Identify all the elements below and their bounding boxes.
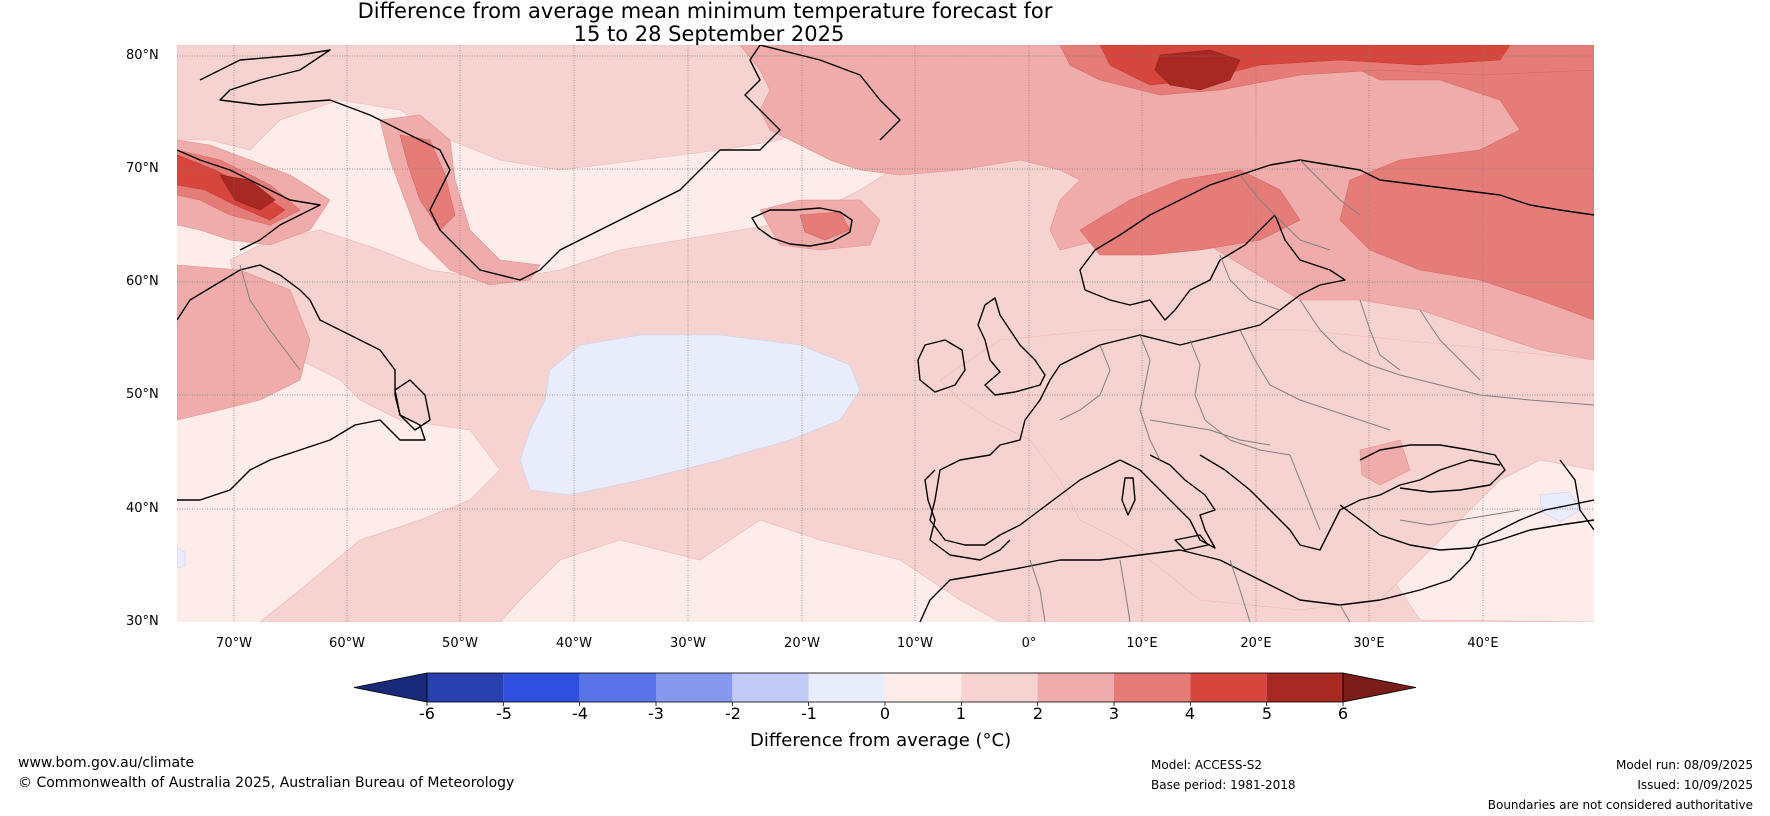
greenland-coast	[199, 45, 781, 281]
title-line-2: 15 to 28 September 2025	[573, 22, 845, 46]
iberia-coast	[924, 469, 1011, 561]
colorbar-swatch	[503, 673, 580, 702]
lon-label-0: 0°	[1021, 636, 1037, 651]
lon-label-70w: 70°W	[216, 636, 252, 651]
scandinavia-south-coast	[1084, 214, 1276, 321]
anomaly-zone-3-4-nordic	[1079, 169, 1301, 256]
caspian-coast	[1559, 459, 1594, 531]
lat-label-60n: 60°N	[126, 274, 159, 289]
anomaly-zone-3-4-iceland	[799, 211, 851, 241]
colorbar-swatch	[1190, 673, 1267, 702]
anomaly-zone-5-6-svalbard	[1154, 49, 1241, 91]
black-sea-coast	[1359, 444, 1506, 493]
colorbar-tick: 5	[1261, 704, 1273, 723]
colorbar-swatch	[961, 673, 1038, 702]
title-line-1: Difference from average mean minimum tem…	[357, 0, 1053, 23]
colorbar-tick: 0	[879, 704, 891, 723]
colorbar-tick: -4	[572, 704, 588, 723]
colorbar-swatch	[427, 673, 504, 702]
lon-label-40e: 40°E	[1467, 636, 1499, 651]
lat-label-70n: 70°N	[126, 161, 159, 176]
europe-atlantic-coast	[929, 339, 1121, 546]
lat-label-50n: 50°N	[126, 387, 159, 402]
greenland-east-coast	[759, 45, 901, 141]
lon-label-50w: 50°W	[442, 636, 478, 651]
colorbar-tick: 1	[955, 704, 967, 723]
lat-label-80n: 80°N	[126, 48, 159, 63]
lon-label-10e: 10°E	[1126, 636, 1158, 651]
lon-label-10w: 10°W	[897, 636, 933, 651]
canada-coast	[177, 264, 426, 501]
footer-base-period: Base period: 1981-2018	[1151, 778, 1296, 792]
anomaly-zone-5-6-baffin	[219, 174, 276, 211]
anomaly-zone-2-3-balkan	[1359, 439, 1411, 486]
colorbar-tick: 6	[1337, 704, 1349, 723]
colorbar-tick: -6	[419, 704, 435, 723]
national-borders	[239, 159, 1594, 622]
baltic-coast	[1119, 214, 1346, 346]
lat-label-40n: 40°N	[126, 501, 159, 516]
colorbar-tick: -5	[496, 704, 512, 723]
colorbar-tick: 3	[1108, 704, 1120, 723]
colorbar-label: Difference from average (°C)	[750, 730, 1012, 751]
colorbar-tick: -1	[801, 704, 817, 723]
colorbar-extend-high	[1342, 672, 1417, 703]
footer-disclaimer: Boundaries are not considered authoritat…	[1487, 798, 1753, 812]
anomaly-zone-neg1-0-west	[177, 547, 186, 569]
lon-label-20w: 20°W	[784, 636, 820, 651]
footer-model: Model: ACCESS-S2	[1151, 758, 1263, 772]
lat-label-30n: 30°N	[126, 614, 159, 629]
colorbar-swatch	[1114, 673, 1191, 702]
italy-coast	[1119, 454, 1216, 549]
newfoundland-coast	[394, 379, 431, 431]
colorbar-extend-low	[353, 672, 428, 703]
colorbar-swatch	[732, 673, 809, 702]
turkey-coast	[1339, 504, 1594, 551]
colorbar-tick: -3	[648, 704, 664, 723]
footer-website: www.bom.gov.au/climate	[18, 755, 195, 771]
colorbar-swatch	[808, 673, 885, 702]
colorbar-swatch	[1266, 673, 1343, 702]
baffin-coast	[177, 149, 321, 251]
sicily	[1174, 534, 1209, 551]
footer-copyright: © Commonwealth of Australia 2025, Austra…	[18, 775, 515, 791]
map-field	[177, 45, 1594, 622]
colorbar-tick: 4	[1184, 704, 1196, 723]
lon-label-60w: 60°W	[329, 636, 365, 651]
colorbar-swatch	[579, 673, 656, 702]
balkans-coast	[1199, 454, 1501, 551]
lon-label-20e: 20°E	[1240, 636, 1272, 651]
sardinia-corsica	[1121, 477, 1136, 516]
lon-label-30e: 30°E	[1353, 636, 1385, 651]
colorbar-tick: -2	[725, 704, 741, 723]
lon-label-30w: 30°W	[670, 636, 706, 651]
anomaly-zone-2-3-labrador	[177, 264, 311, 421]
anomaly-zone-3-4-east	[1338, 45, 1594, 321]
britain-coast	[977, 297, 1046, 396]
chart-title: Difference from average mean minimum tem…	[0, 0, 1410, 46]
anomaly-zone-europe-1-2	[939, 329, 1594, 611]
footer-issued: Issued: 10/09/2025	[1637, 778, 1753, 792]
colorbar-swatch	[1037, 673, 1114, 702]
lon-label-40w: 40°W	[556, 636, 592, 651]
anomaly-zone-neg1-0-atlantic	[519, 334, 861, 496]
north-africa-coast	[919, 499, 1594, 622]
colorbar-swatch	[885, 673, 962, 702]
graticule	[177, 45, 1594, 622]
iceland-coast	[751, 207, 853, 247]
colorbar-tick: 2	[1032, 704, 1044, 723]
footer-model-run: Model run: 08/09/2025	[1615, 758, 1753, 772]
ireland-coast	[917, 339, 966, 393]
colorbar-swatch	[656, 673, 733, 702]
